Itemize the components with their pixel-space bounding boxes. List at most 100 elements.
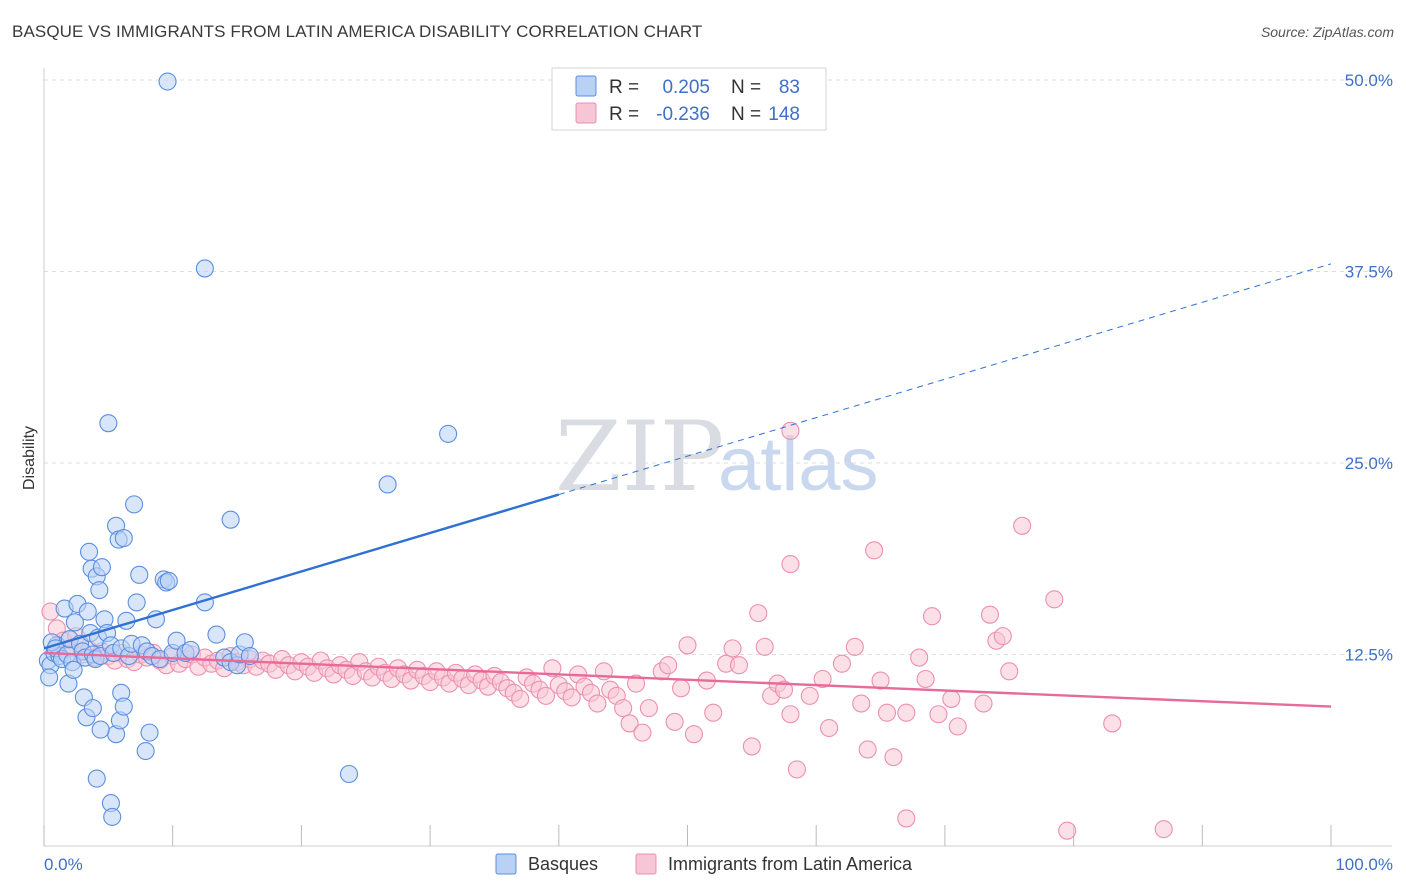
axes [43, 68, 1392, 847]
latin-america-point [813, 669, 832, 689]
latin-america-point [1154, 820, 1173, 839]
latin-america-point [845, 637, 864, 656]
page-title: BASQUE VS IMMIGRANTS FROM LATIN AMERICA … [12, 22, 703, 41]
y-tick-label: 50.0% [1345, 71, 1393, 90]
latin-america-point [543, 659, 562, 678]
stats-legend: R = 0.205 N = 83 R = -0.236 N = 148 [551, 67, 827, 131]
watermark: ZIP atlas [555, 401, 879, 513]
latin-america-point [922, 607, 942, 626]
latin-america-point [858, 740, 877, 759]
basques-point [114, 529, 133, 548]
bottom-legend-swatch-latin-america [635, 853, 657, 875]
basques-point [158, 72, 177, 91]
latin-america-point [974, 694, 993, 713]
latin-america-point [800, 686, 819, 705]
basques-point [339, 764, 359, 784]
latin-america-point [588, 694, 607, 713]
latin-america-point [1045, 590, 1064, 609]
latin-america-point [626, 674, 646, 693]
latin-america-point [781, 705, 800, 724]
basques-point [65, 613, 84, 632]
latin-america-point [684, 725, 703, 744]
latin-america-point [1013, 516, 1032, 535]
basques-trend-extension [558, 263, 1332, 496]
basques-point [439, 424, 458, 443]
latin-america-point [897, 809, 916, 828]
basques-point [167, 631, 186, 650]
basques-point [127, 593, 146, 612]
latin-america-point [832, 654, 851, 673]
latin-america-point [916, 669, 935, 689]
basques-point [79, 542, 99, 561]
latin-america-points [41, 421, 1173, 840]
basques-point [195, 259, 214, 278]
latin-america-point [774, 680, 794, 699]
basques-point [378, 475, 397, 494]
latin-america-point [749, 604, 768, 623]
latin-america-point [884, 748, 903, 767]
y-tick-label: 37.5% [1345, 263, 1393, 282]
basques-point [78, 602, 97, 621]
bottom-legend-label-latin-america: Immigrants from Latin America [668, 854, 913, 874]
latin-america-point [755, 637, 774, 656]
legend-swatch-latin-america [575, 102, 597, 124]
latin-america-point [614, 699, 633, 718]
basques-point [207, 625, 226, 644]
legend-r-value-latin-america: -0.236 [656, 104, 710, 125]
latin-america-point [562, 688, 581, 707]
latin-america-point [865, 541, 884, 560]
source-label: Source: ZipAtlas.com [1260, 24, 1394, 40]
y-axis-title: Disability [21, 426, 38, 490]
latin-america-point [897, 703, 916, 722]
latin-america-point [704, 703, 723, 722]
legend-n-value-latin-america: 148 [768, 104, 800, 125]
latin-america-point [820, 718, 839, 738]
basques-point [90, 581, 109, 600]
x-tick-label: 100.0% [1335, 855, 1393, 874]
latin-america-point [742, 737, 761, 756]
basques-point [92, 558, 111, 577]
basques-point [40, 668, 59, 687]
legend-r-label-latin-america: R = [609, 104, 639, 125]
legend-r-label-basques: R = [609, 77, 639, 98]
basques-point [140, 723, 159, 742]
basques-point [125, 495, 144, 514]
latin-america-point [633, 723, 652, 742]
basques-point [64, 660, 83, 679]
latin-america-point [980, 605, 999, 624]
legend-n-label-basques: N = [731, 77, 761, 98]
gridlines [44, 79, 1392, 655]
bottom-legend-swatch-basques [495, 853, 517, 875]
stats-legend-box [551, 67, 827, 131]
latin-america-point [929, 705, 948, 724]
latin-america-point [871, 671, 890, 690]
latin-america-point [910, 648, 929, 667]
latin-america-point [1000, 662, 1019, 681]
basques-point [181, 640, 200, 659]
bottom-legend-label-basques: Basques [528, 854, 598, 874]
latin-america-point [942, 689, 961, 708]
basques-point [114, 697, 133, 716]
latin-america-point [948, 717, 967, 736]
latin-america-point [993, 627, 1012, 646]
basques-point [136, 741, 155, 761]
legend-r-value-basques: 0.205 [662, 77, 710, 98]
latin-america-point [787, 760, 806, 779]
basques-point [130, 565, 149, 584]
watermark-atlas: atlas [718, 422, 879, 507]
latin-america-point [781, 555, 800, 574]
basques-points [38, 72, 458, 826]
basques-point [221, 510, 240, 529]
latin-america-point [877, 703, 897, 722]
basques-point [83, 699, 102, 718]
latin-america-point [672, 679, 691, 698]
latin-america-point [639, 699, 658, 718]
latin-america-point [536, 686, 555, 705]
trend-lines [43, 263, 1332, 708]
y-tick-label: 12.5% [1345, 646, 1393, 665]
basques-point [91, 720, 110, 739]
tick-labels: 12.5% 25.0% 37.5% 50.0% 0.0% 100.0% [44, 71, 1393, 874]
basques-point [87, 769, 106, 788]
x-tick-label: 0.0% [44, 855, 83, 874]
